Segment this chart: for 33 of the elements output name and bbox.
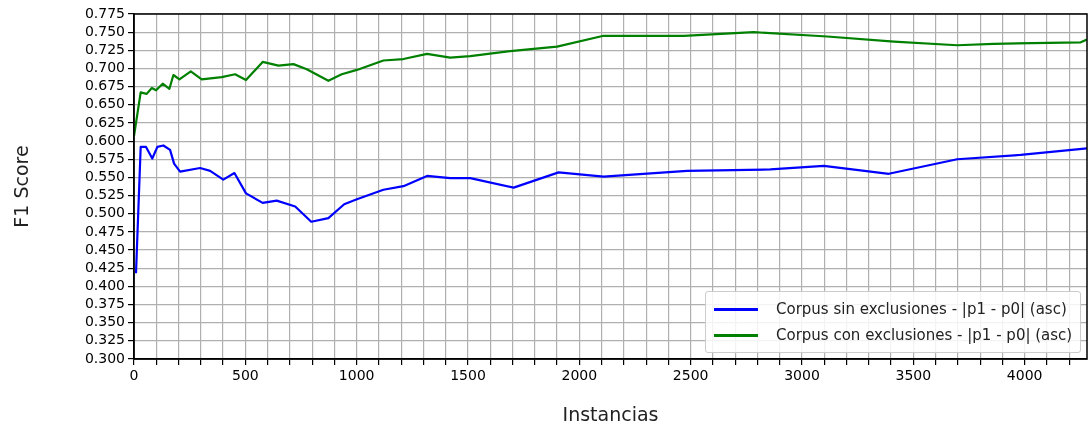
y-tick-label: 0.400	[84, 277, 125, 294]
x-tick-label: 1500	[450, 367, 486, 384]
y-tick-label: 0.425	[84, 258, 125, 275]
y-tick-label: 0.775	[84, 4, 125, 21]
y-tick-label: 0.650	[84, 95, 125, 112]
y-tick-label: 0.700	[84, 59, 125, 76]
x-tick-label: 4000	[1006, 367, 1043, 384]
legend-label: Corpus sin exclusiones - |p1 - p0| (asc)	[776, 300, 1067, 318]
y-tick-label: 0.500	[84, 204, 125, 221]
y-tick-label: 0.550	[84, 168, 125, 185]
y-tick-label: 0.725	[84, 40, 125, 57]
y-tick-label: 0.325	[84, 331, 125, 348]
x-axis-title: Instancias	[562, 402, 659, 425]
y-tick-label: 0.525	[84, 186, 125, 203]
y-axis-title: F1 Score	[10, 145, 33, 228]
y-tick-label: 0.450	[84, 240, 125, 257]
y-tick-label: 0.625	[84, 113, 125, 130]
y-tick-label: 0.350	[84, 313, 125, 330]
y-tick-label: 0.600	[84, 131, 125, 148]
y-tick-label: 0.750	[84, 22, 125, 39]
x-tick-label: 2000	[561, 367, 598, 384]
y-tick-label: 0.375	[84, 295, 125, 312]
y-tick-label: 0.300	[84, 349, 125, 366]
y-tick-label: 0.475	[84, 222, 125, 239]
x-tick-label: 1000	[338, 367, 375, 384]
x-tick-label: 3500	[895, 367, 932, 384]
x-tick-label: 2500	[672, 367, 709, 384]
x-tick-label: 500	[231, 367, 259, 384]
x-tick-label: 3000	[784, 367, 820, 384]
legend-label: Corpus con exclusiones - |p1 - p0| (asc)	[776, 326, 1073, 344]
y-tick-label: 0.575	[84, 149, 125, 166]
y-tick-label: 0.675	[84, 77, 125, 94]
x-tick-label: 0	[129, 367, 139, 384]
